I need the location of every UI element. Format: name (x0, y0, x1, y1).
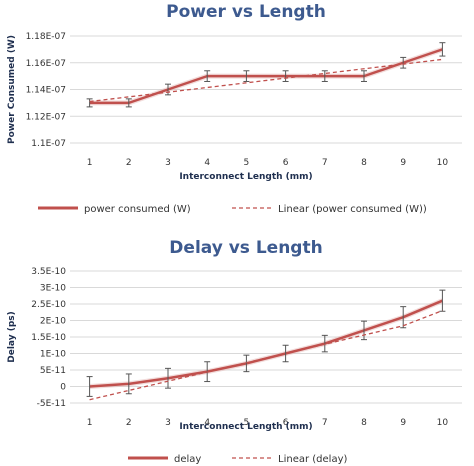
y-tick-label: 1.5E-10 (31, 333, 66, 343)
x-tick-label: 7 (322, 158, 328, 168)
y-tick-label: 1.12E-07 (26, 112, 66, 122)
error-bar (165, 83, 171, 96)
trendline (89, 58, 443, 103)
error-bar (400, 306, 407, 329)
series-line (89, 48, 443, 105)
x-tick-label: 7 (322, 418, 328, 428)
chart-title: Power vs Length (166, 2, 326, 22)
y-tick-label: 1E-10 (40, 350, 66, 360)
x-tick-label: 10 (437, 418, 449, 428)
legend-label: Linear (delay) (278, 454, 347, 465)
x-tick-label: 3 (165, 418, 171, 428)
series-line (89, 299, 443, 388)
x-tick-label: 4 (204, 158, 210, 168)
error-bar (125, 98, 132, 108)
legend-item: Linear (power consumed (W)) (232, 204, 427, 215)
error-bar (282, 344, 289, 363)
x-tick-label: 6 (283, 418, 289, 428)
error-bar (400, 56, 407, 69)
x-tick-label: 9 (400, 158, 406, 168)
y-tick-label: 1.16E-07 (26, 59, 66, 69)
x-tick-label: 1 (87, 418, 93, 428)
x-tick-label: 2 (126, 158, 132, 168)
error-bar (86, 376, 93, 397)
x-tick-label: 8 (361, 418, 367, 428)
error-bar (361, 320, 367, 341)
x-tick-label: 10 (437, 158, 449, 168)
y-tick-label: 1.1E-07 (31, 139, 66, 149)
error-bar (165, 367, 171, 389)
y-axis-title: Delay (ps) (7, 311, 17, 362)
series-line-glow (89, 298, 444, 389)
y-axis-title: Power Consumed (W) (7, 35, 17, 144)
y-tick-label: 5E-11 (40, 366, 66, 376)
y-tick-label: 1.18E-07 (26, 32, 66, 42)
y-tick-label: 3E-10 (40, 284, 66, 294)
error-bar (86, 98, 93, 108)
x-tick-label: 9 (400, 418, 406, 428)
legend-label: Linear (power consumed (W)) (278, 204, 427, 215)
legend-item: power consumed (W) (38, 204, 191, 215)
y-tick-label: 3.5E-10 (31, 267, 66, 277)
error-bar (125, 373, 132, 395)
error-bar (243, 354, 250, 373)
y-tick-label: 2.5E-10 (31, 300, 66, 310)
y-tick-label: 2E-10 (40, 317, 66, 327)
legend-label: power consumed (W) (84, 204, 191, 215)
y-tick-label: 0 (60, 383, 66, 393)
chart-svg: Power vs Length 1.1E-07 1.12E-07 1.14E-07 1.… (7, 2, 462, 215)
x-tick-label: 6 (283, 158, 289, 168)
error-bar (439, 289, 446, 312)
x-tick-label: 4 (204, 418, 210, 428)
chart-title: Delay vs Length (169, 238, 322, 258)
error-bar (282, 70, 289, 82)
error-bar (439, 42, 446, 57)
error-bar (361, 70, 367, 82)
x-axis-title: Interconnect Length (mm) (179, 422, 312, 432)
error-bar (204, 70, 211, 82)
x-tick-label: 3 (165, 158, 171, 168)
error-bar (321, 70, 328, 82)
y-tick-label: 1.14E-07 (26, 86, 66, 96)
power-vs-length-chart: Power vs Length 1.1E-07 1.12E-07 1.14E-07 1.… (7, 2, 462, 215)
legend-item: delay (128, 454, 201, 465)
x-tick-label: 8 (361, 158, 367, 168)
x-tick-label: 1 (87, 158, 93, 168)
x-tick-label: 2 (126, 418, 132, 428)
legend-label: delay (174, 454, 201, 465)
x-tick-label: 5 (244, 418, 250, 428)
chart-svg: Delay vs Length -5E-11 0 5E-11 1E-10 1.5E-10 2… (7, 238, 462, 465)
error-bar (243, 70, 250, 82)
delay-vs-length-chart: Delay vs Length -5E-11 0 5E-11 1E-10 1.5E-10 2… (0, 233, 474, 466)
legend-item: Linear (delay) (232, 454, 347, 465)
y-tick-label: -5E-11 (37, 399, 66, 409)
trendline (89, 309, 443, 401)
x-tick-label: 5 (244, 158, 250, 168)
x-axis-title: Interconnect Length (mm) (179, 172, 312, 182)
